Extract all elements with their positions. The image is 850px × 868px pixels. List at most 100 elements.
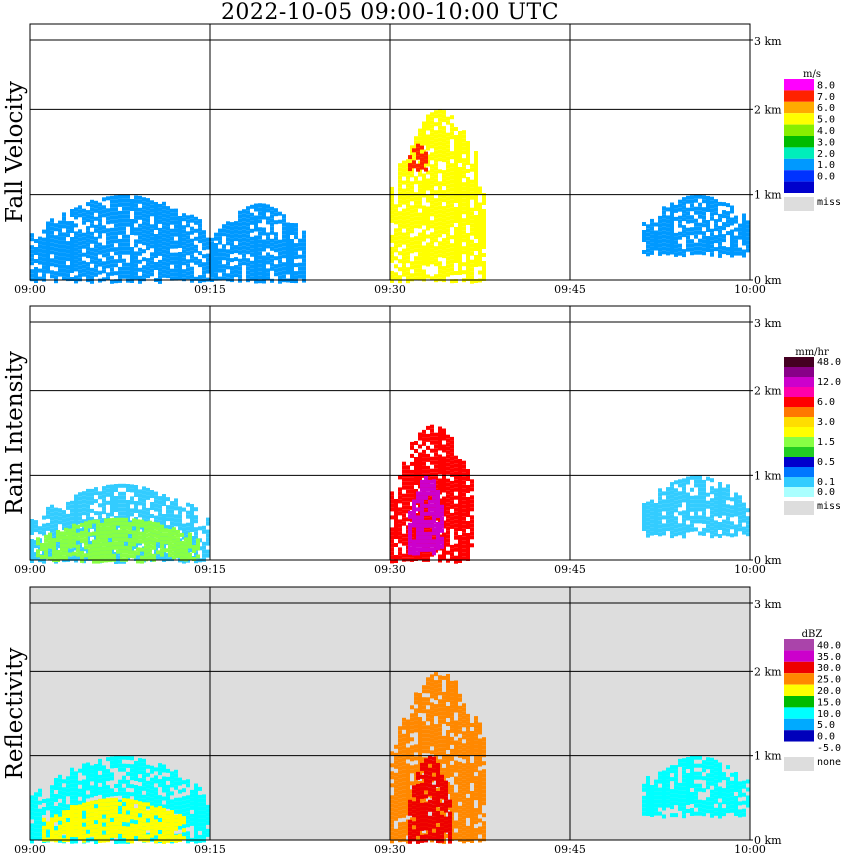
y-axis-label: Fall Velocity <box>2 81 28 223</box>
x-tick-1: 09:15 <box>194 563 226 576</box>
legend-label-8: 1.5 <box>817 437 835 448</box>
x-tick-3: 09:45 <box>554 283 586 296</box>
legend-swatch-0 <box>784 639 814 651</box>
legend-swatch-6 <box>784 147 814 159</box>
x-tick-0: 09:00 <box>14 283 46 296</box>
y-axis-label: Rain Intensity <box>2 351 28 515</box>
legend-label-1: 35.0 <box>817 652 841 663</box>
legend-swatch-3 <box>784 113 814 125</box>
y-tick-1: 1 km <box>754 750 782 763</box>
legend-label-10: none <box>817 757 841 768</box>
y-tick-3: 3 km <box>754 598 782 611</box>
x-tick-1: 09:15 <box>194 283 226 296</box>
legend-swatch-9 <box>784 741 814 753</box>
y-tick-3: 3 km <box>754 317 782 330</box>
legend-label-4: 4.0 <box>817 126 835 137</box>
echo-region-early-moderate <box>42 797 186 844</box>
legend-label-2: 12.0 <box>817 377 841 388</box>
echo-region-convective-core <box>390 109 486 284</box>
legend-label-9: -5.0 <box>817 743 841 754</box>
legend-label-2: 30.0 <box>817 663 841 674</box>
echo-region-early-echo <box>30 194 218 284</box>
legend-label-5: 3.0 <box>817 137 835 148</box>
legend-label-1: 7.0 <box>817 92 835 103</box>
legend-swatch-11 <box>784 467 814 477</box>
legend-swatch-5 <box>784 407 814 417</box>
legend-label-8: 0.0 <box>817 732 835 743</box>
panel-refl: 09:00 09:15 09:30 09:45 10:000 km 1 km 2 km 3 k… <box>2 586 841 856</box>
y-tick-0: 0 km <box>754 274 782 287</box>
legend-swatch-10 <box>784 197 814 211</box>
echo-region-core-heavy <box>408 475 444 556</box>
legend-swatch-1 <box>784 367 814 377</box>
legend-label-4: 20.0 <box>817 686 841 697</box>
plot-frame <box>29 586 751 841</box>
legend-swatch-12 <box>784 477 814 487</box>
echo-region-late-light-rain <box>642 475 750 539</box>
legend-swatch-13 <box>784 487 814 497</box>
y-axis-label: Reflectivity <box>2 648 28 780</box>
x-tick-4: 10:00 <box>734 563 766 576</box>
x-tick-3: 09:45 <box>554 843 586 856</box>
legend: m/s8.07.06.05.04.03.02.01.00.0 miss <box>784 69 841 211</box>
legend-label-3: 5.0 <box>817 115 835 126</box>
legend-label-8: 0.0 <box>817 172 835 183</box>
legend-label-0: 8.0 <box>817 80 835 91</box>
legend-unit: m/s <box>803 69 821 80</box>
legend-unit: mm/hr <box>795 347 829 358</box>
legend-swatch-8 <box>784 437 814 447</box>
legend-swatch-14 <box>784 501 814 515</box>
legend-label-12: 0.1 <box>817 477 835 488</box>
legend-swatch-7 <box>784 718 814 731</box>
x-tick-4: 10:00 <box>734 283 766 296</box>
legend-swatch-2 <box>784 377 814 387</box>
legend-label-6: 10.0 <box>817 709 841 720</box>
grid <box>30 24 750 280</box>
legend-label-14: miss <box>817 501 841 512</box>
legend-swatch-7 <box>784 427 814 437</box>
y-tick-0: 0 km <box>754 834 782 847</box>
legend-label-3: 25.0 <box>817 675 841 686</box>
legend-swatch-5 <box>784 696 814 708</box>
legend-swatch-5 <box>784 136 814 148</box>
x-tick-2: 09:30 <box>374 843 406 856</box>
legend-swatch-4 <box>784 684 814 696</box>
legend-swatch-1 <box>784 650 814 662</box>
legend-label-10: miss <box>817 197 841 208</box>
chart-title: 2022-10-05 09:00-10:00 UTC <box>220 0 560 25</box>
x-tick-4: 10:00 <box>734 843 766 856</box>
legend-label-6: 3.0 <box>817 417 835 428</box>
legend-swatch-10 <box>784 757 814 771</box>
legend-unit: dBZ <box>802 629 823 640</box>
legend-swatch-8 <box>784 170 814 182</box>
panel-fall: 09:00 09:15 09:30 09:45 10:000 km 1 km 2 km 3 k… <box>2 23 841 296</box>
x-tick-1: 09:15 <box>194 843 226 856</box>
legend-swatch-4 <box>784 397 814 407</box>
plot-frame <box>29 305 751 561</box>
legend-swatch-6 <box>784 707 814 719</box>
legend-swatch-0 <box>784 79 814 91</box>
legend-swatch-0 <box>784 357 814 367</box>
y-tick-0: 0 km <box>754 554 782 567</box>
x-tick-0: 09:00 <box>14 563 46 576</box>
legend-swatch-7 <box>784 158 814 171</box>
legend-label-0: 40.0 <box>817 640 841 651</box>
y-tick-2: 2 km <box>754 665 782 678</box>
legend-label-4: 6.0 <box>817 397 835 408</box>
y-tick-1: 1 km <box>754 189 782 202</box>
echo-region-core-heavy <box>408 755 452 844</box>
legend-swatch-10 <box>784 457 814 467</box>
legend-swatch-4 <box>784 124 814 136</box>
legend-swatch-2 <box>784 101 814 114</box>
legend-label-13: 0.0 <box>817 487 835 498</box>
panel-rain: 09:00 09:15 09:30 09:45 10:000 km 1 km 2 km 3 k… <box>2 305 841 576</box>
grid <box>30 587 750 840</box>
legend-label-7: 5.0 <box>817 720 835 731</box>
legend-label-2: 6.0 <box>817 103 835 114</box>
x-tick-3: 09:45 <box>554 563 586 576</box>
echo-region-post-09:15-echo <box>210 203 306 284</box>
grid <box>30 306 750 560</box>
x-tick-2: 09:30 <box>374 283 406 296</box>
legend-swatch-1 <box>784 90 814 102</box>
